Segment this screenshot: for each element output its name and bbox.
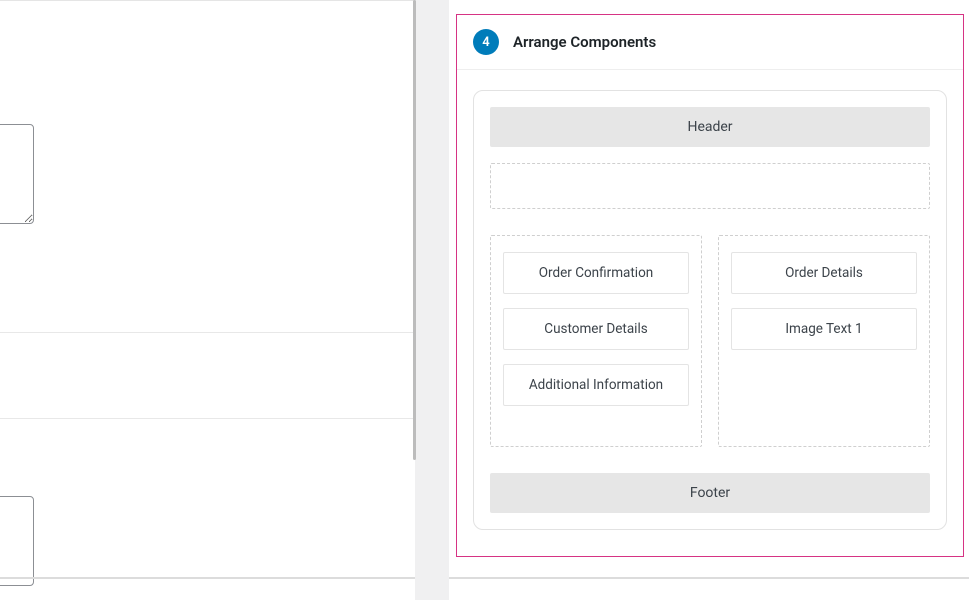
right-column-dropzone[interactable]: Order Details Image Text 1 — [718, 235, 930, 447]
panel-title: Arrange Components — [513, 33, 656, 51]
component-order-details[interactable]: Order Details — [731, 252, 917, 294]
left-section-divider-top — [0, 0, 415, 100]
arrange-components-panel: 4 Arrange Components Header Order Confir… — [456, 14, 964, 557]
component-order-confirmation[interactable]: Order Confirmation — [503, 252, 689, 294]
panel-header[interactable]: 4 Arrange Components — [457, 15, 963, 70]
left-bottom-input[interactable] — [0, 496, 34, 586]
arrange-layout-container: Header Order Confirmation Customer Detai… — [473, 90, 947, 530]
component-image-text-1[interactable]: Image Text 1 — [731, 308, 917, 350]
left-bottom-border — [0, 577, 415, 579]
left-textarea[interactable] — [0, 124, 34, 224]
header-slot[interactable]: Header — [490, 107, 930, 147]
empty-dropzone-top[interactable] — [490, 163, 930, 209]
left-column-dropzone[interactable]: Order Confirmation Customer Details Addi… — [490, 235, 702, 447]
component-additional-information[interactable]: Additional Information — [503, 364, 689, 406]
left-divider-2 — [0, 418, 415, 419]
footer-slot[interactable]: Footer — [490, 473, 930, 513]
left-divider-1 — [0, 332, 415, 333]
component-customer-details[interactable]: Customer Details — [503, 308, 689, 350]
right-bottom-border — [449, 577, 969, 579]
step-number-badge: 4 — [473, 29, 499, 55]
left-scrollbar[interactable] — [413, 0, 416, 460]
columns-row: Order Confirmation Customer Details Addi… — [490, 235, 930, 447]
left-panel — [0, 0, 415, 600]
